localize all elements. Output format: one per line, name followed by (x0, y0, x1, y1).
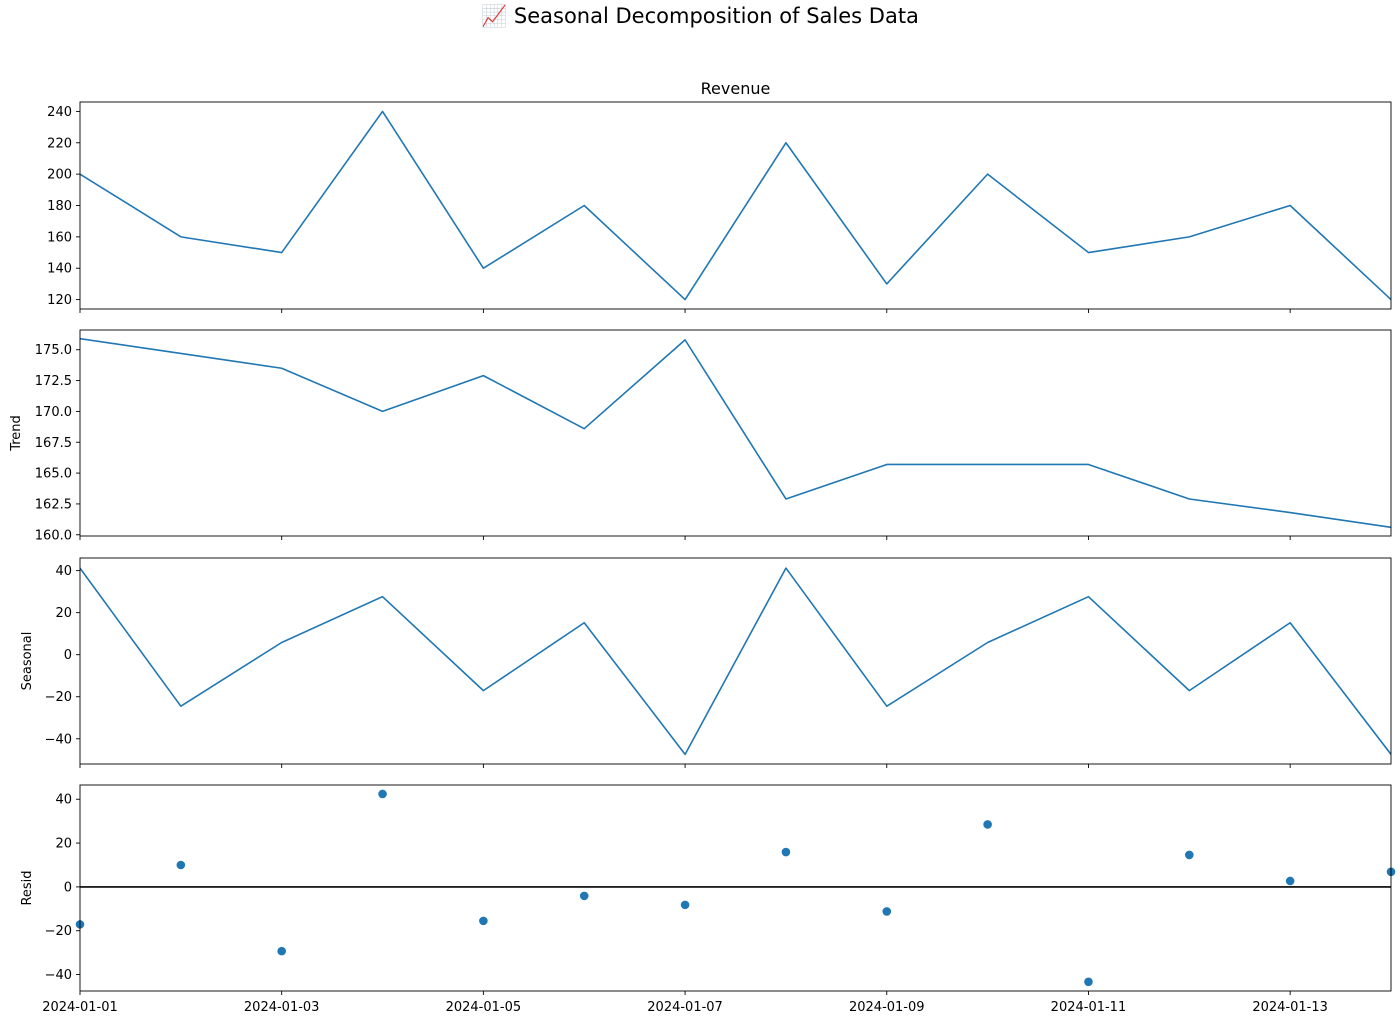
y-tick-label: 0 (64, 648, 72, 663)
y-tick-label: −40 (45, 732, 72, 747)
axes-frame (79, 101, 1392, 310)
resid-point (1185, 850, 1194, 860)
resid-point (579, 891, 589, 901)
y-axis-label: Trend (9, 415, 24, 452)
resid-point (882, 907, 892, 916)
x-tick-label: 2024-01-13 (1252, 1000, 1328, 1015)
panel-3: −40 −20 0 20 40 Seasonal (20, 557, 1392, 768)
panel-1: 120 140 160 180 200 220 240 Revenue (47, 79, 1392, 313)
figure-suptitle: 📈 Seasonal Decomposition of Sales Data (481, 4, 919, 28)
series-line-trend (80, 337, 1391, 529)
panel-2: 160.0 162.5 165.0 167.5 170.0 172.5 175.0 Trend (9, 329, 1392, 543)
panel-4: −40 −20 0 20 40 2024-01-01 2024-01-03 2024-01-0… (20, 784, 1396, 1015)
y-tick-label: 20 (55, 606, 72, 621)
y-tick-label: −40 (45, 968, 72, 983)
resid-point (680, 900, 690, 910)
y-axis-label: Resid (20, 870, 35, 905)
resid-point (479, 916, 488, 926)
y-tick-label: 0 (64, 880, 72, 895)
x-tick-label: 2024-01-03 (244, 1000, 320, 1015)
y-axis-label: Seasonal (20, 632, 35, 691)
y-tick-label: 220 (47, 136, 72, 151)
resid-point (1084, 977, 1093, 987)
y-tick-label: 162.5 (35, 497, 72, 512)
y-tick-label: 172.5 (35, 374, 72, 389)
axes-frame (79, 784, 1392, 992)
y-tick-label: 140 (47, 262, 72, 277)
y-tick-label: 240 (47, 105, 72, 120)
series-line-revenue (80, 110, 1391, 301)
resid-point (983, 820, 992, 829)
y-tick-label: 40 (55, 564, 72, 579)
y-tick-label: 120 (47, 293, 72, 308)
y-tick-label: 167.5 (35, 436, 72, 451)
y-tick-label: 180 (47, 199, 72, 214)
y-tick-label: 20 (55, 837, 72, 852)
x-tick-label: 2024-01-05 (446, 1000, 522, 1015)
x-tick-label: 2024-01-07 (647, 1000, 723, 1015)
y-tick-label: 40 (55, 793, 72, 808)
x-tick-label: 2024-01-11 (1051, 1000, 1127, 1015)
resid-point (378, 789, 387, 799)
axes-frame (79, 557, 1392, 765)
y-tick-label: 200 (47, 168, 72, 183)
y-tick-label: 160 (47, 230, 72, 245)
series-line-seasonal (80, 567, 1391, 756)
panel-title: Revenue (701, 79, 771, 98)
y-tick-label: −20 (45, 690, 72, 705)
y-tick-label: 160.0 (35, 528, 72, 543)
x-tick-label: 2024-01-01 (42, 1000, 118, 1015)
y-tick-label: 175.0 (35, 343, 72, 358)
y-tick-label: 170.0 (35, 405, 72, 420)
resid-point (781, 847, 791, 857)
x-tick-label: 2024-01-09 (849, 1000, 925, 1015)
resid-point (277, 946, 286, 956)
y-tick-label: 165.0 (35, 467, 72, 482)
resid-point (1285, 876, 1295, 886)
axes-frame (79, 329, 1392, 537)
y-tick-label: −20 (45, 924, 72, 939)
resid-point (176, 860, 186, 870)
